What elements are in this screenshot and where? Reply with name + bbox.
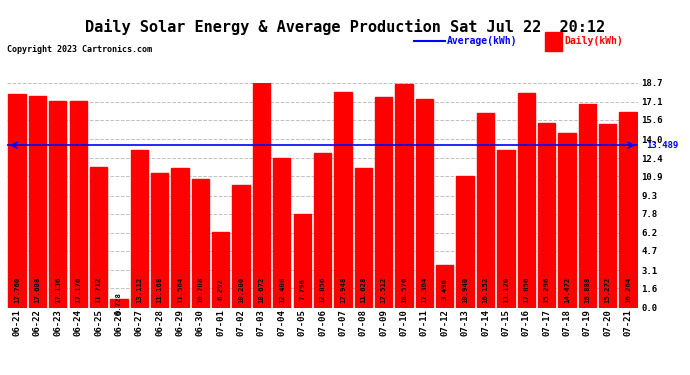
Bar	[375, 97, 393, 308]
Text: 16.888: 16.888	[584, 276, 591, 303]
Bar	[314, 153, 331, 308]
Bar	[518, 93, 535, 308]
Bar	[151, 173, 168, 308]
Text: 16.152: 16.152	[482, 276, 489, 303]
Text: Daily(kWh): Daily(kWh)	[564, 36, 623, 46]
Bar	[457, 176, 474, 308]
Text: Copyright 2023 Cartronics.com: Copyright 2023 Cartronics.com	[7, 45, 152, 54]
Bar	[212, 232, 229, 308]
Bar	[293, 214, 311, 308]
Bar	[70, 101, 87, 308]
Text: 17.760: 17.760	[14, 276, 20, 303]
Bar	[8, 94, 26, 308]
Text: 17.136: 17.136	[55, 276, 61, 303]
Bar	[355, 168, 372, 308]
Bar	[110, 299, 128, 307]
Text: 17.948: 17.948	[340, 276, 346, 303]
Text: 3.496: 3.496	[442, 279, 448, 300]
Bar	[253, 83, 270, 308]
Text: 16.264: 16.264	[625, 276, 631, 303]
Text: 12.856: 12.856	[319, 276, 326, 303]
Text: 17.608: 17.608	[34, 276, 41, 303]
Text: 17.176: 17.176	[75, 276, 81, 303]
Bar	[233, 185, 250, 308]
Text: 17.512: 17.512	[381, 276, 386, 303]
Bar	[192, 178, 209, 308]
Text: Daily Solar Energy & Average Production Sat Jul 22  20:12: Daily Solar Energy & Average Production …	[85, 19, 605, 35]
Bar	[477, 113, 494, 308]
Bar	[273, 158, 290, 308]
Bar	[90, 166, 107, 308]
Text: 6.292: 6.292	[218, 279, 224, 300]
Bar	[395, 84, 413, 308]
Text: 12.408: 12.408	[279, 276, 285, 303]
Text: 10.708: 10.708	[197, 276, 204, 303]
Text: 15.296: 15.296	[544, 276, 550, 303]
Bar	[49, 101, 66, 308]
Text: 0.728: 0.728	[116, 292, 122, 314]
Bar	[620, 112, 637, 308]
Bar	[130, 150, 148, 308]
Bar	[579, 104, 596, 308]
Text: 7.796: 7.796	[299, 279, 305, 300]
Text: 11.628: 11.628	[360, 276, 366, 303]
Text: 10.200: 10.200	[238, 276, 244, 303]
Text: 14.472: 14.472	[564, 276, 570, 303]
Text: Average(kWh): Average(kWh)	[447, 36, 518, 46]
Text: 13.120: 13.120	[503, 276, 509, 303]
Text: 10.940: 10.940	[462, 276, 468, 303]
Text: 17.856: 17.856	[523, 276, 529, 303]
Bar	[416, 99, 433, 308]
Text: 13.112: 13.112	[137, 276, 142, 303]
Text: 17.364: 17.364	[422, 276, 427, 303]
Bar	[171, 168, 188, 308]
Bar	[497, 150, 515, 308]
Text: 18.672: 18.672	[259, 276, 264, 303]
Bar	[436, 266, 453, 308]
Text: 11.564: 11.564	[177, 276, 183, 303]
Text: 15.272: 15.272	[604, 276, 611, 303]
Bar	[558, 134, 575, 308]
Bar	[599, 124, 616, 308]
Text: 18.576: 18.576	[401, 276, 407, 303]
Bar	[538, 123, 555, 308]
Text: 11.712: 11.712	[95, 276, 101, 303]
Text: 11.168: 11.168	[157, 276, 163, 303]
Text: 13.489: 13.489	[647, 141, 679, 150]
Bar	[334, 92, 352, 308]
Bar	[29, 96, 46, 308]
